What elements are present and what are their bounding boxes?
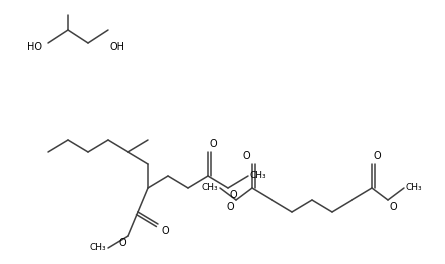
Text: O: O (230, 190, 238, 200)
Text: OH: OH (110, 42, 125, 52)
Text: HO: HO (27, 42, 42, 52)
Text: O: O (374, 151, 382, 161)
Text: CH₃: CH₃ (250, 172, 267, 181)
Text: CH₃: CH₃ (202, 183, 218, 192)
Text: O: O (390, 202, 398, 212)
Text: O: O (118, 238, 126, 248)
Text: O: O (161, 226, 169, 236)
Text: O: O (210, 139, 218, 149)
Text: CH₃: CH₃ (406, 183, 423, 192)
Text: O: O (243, 151, 250, 161)
Text: O: O (227, 202, 234, 212)
Text: CH₃: CH₃ (89, 243, 106, 252)
